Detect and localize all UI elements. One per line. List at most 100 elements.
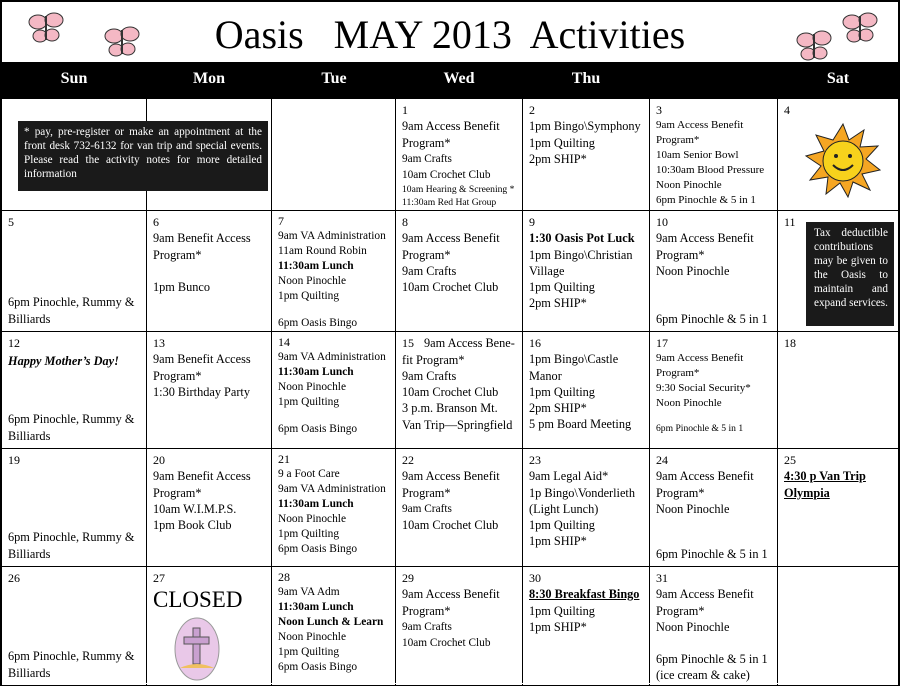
activity: 6pm Oasis Bingo (278, 423, 358, 435)
date-number: 16 (529, 336, 541, 350)
date-number: 30 (529, 571, 541, 585)
activity: 11:30am Lunch (278, 260, 354, 272)
activity: 9am VA Adm (278, 586, 340, 598)
date-number: 21 (278, 452, 290, 466)
day-cell: 16 1pm Bingo\Castle Manor 1pm Quilting 2pm … (523, 332, 649, 448)
day-cell: 12 Happy Mother’s Day! 6pm Pinochle, Rummy… (2, 332, 146, 448)
date-number: 23 (529, 453, 541, 467)
activity: 10am Senior Bowl (656, 149, 739, 162)
activity: 9am Access Benefit Program* (656, 352, 744, 380)
day-cell: 24 9am Access Benefit Program* Noon Pinoch… (650, 449, 777, 566)
activity: 10:30am Blood Pressure (656, 164, 765, 177)
activity: 2pm SHIP* (529, 151, 587, 166)
activity: 9 a Foot Care (278, 468, 340, 480)
date-number: 24 (656, 453, 668, 467)
activity: 6pm Pinochle & 5 in 1 (656, 311, 768, 326)
activity: 9am Access Benefit Program* (402, 587, 500, 618)
activity: 10am Crochet Club (402, 280, 499, 295)
date-number: 12 (8, 336, 20, 350)
activity: 6pm Oasis Bingo (278, 543, 358, 555)
day-cell: 3 9am Access Benefit Program* 10am Senior … (650, 99, 777, 210)
activity: Noon Lunch & Learn (278, 616, 384, 628)
date-number: 11 (784, 215, 796, 229)
cross-icon (174, 617, 220, 681)
day-cell: 10 9am Access Benefit Program* Noon Pinoch… (650, 211, 777, 331)
day-cell: 14 9am VA Administration 11:30am Lunch Noon… (272, 332, 395, 448)
activity: 10am W.I.M.P.S. (153, 501, 237, 516)
activity: 6pm Pinochle & 5 in 1 (ice cream & cake) (656, 652, 768, 683)
activity: fit Program* (402, 352, 465, 367)
weekday-bar (2, 62, 898, 97)
activity: 6pm Pinochle, Rummy & Billiards (8, 530, 135, 561)
activity: 6pm Pinochle, Rummy & Billiards (8, 649, 135, 680)
activity: 10am Hearing & Screening * (402, 184, 515, 196)
activity: 9am Benefit Access Program* (153, 231, 251, 262)
date-number: 13 (153, 336, 165, 350)
activity: 11am Round Robin (278, 245, 367, 257)
date-number: 6 (153, 215, 159, 229)
activity: 1pm Quilting (529, 603, 595, 618)
calendar-grid: 1 9am Access Benefit Program* 9am Crafts 10… (2, 97, 898, 685)
day-cell: 31 9am Access Benefit Program* Noon Pinoch… (650, 567, 777, 685)
day-cell: 25 4:30 p Van Trip Olympia (778, 449, 898, 566)
activity: 1pm SHIP* (529, 534, 587, 549)
activity: 2pm SHIP* (529, 401, 587, 416)
date-number: 14 (278, 335, 290, 349)
date-number: 29 (402, 571, 414, 585)
day-cell: 15 9am Access Bene-fit Program* 9am Crafts… (396, 332, 522, 448)
date-number: 28 (278, 570, 290, 584)
activity: Noon Pinochle (278, 381, 347, 393)
activity: 11:30am Lunch (278, 601, 354, 613)
activity: 9am Access Benefit Program* (656, 587, 754, 618)
day-cell: 19 6pm Pinochle, Rummy & Billiards (2, 449, 146, 566)
day-cell (272, 99, 395, 210)
activity: 5 pm Board Meeting (529, 417, 632, 432)
activity: 10am Crochet Club (402, 169, 491, 182)
activity: 11:30am Lunch (278, 366, 354, 378)
tax-note: Tax deductible contributions may be give… (806, 222, 894, 326)
activity: 6pm Oasis Bingo (278, 317, 358, 329)
day-cell: 21 9 a Foot Care 9am VA Administration 11:3… (272, 449, 395, 566)
activity: 9am Benefit Access Program* (153, 352, 251, 383)
activity: 1pm Quilting (529, 280, 595, 295)
butterflies (28, 12, 140, 57)
activity: 4:30 p Van Trip Olympia (784, 469, 866, 500)
day-cell: 20 9am Benefit Access Program* 10am W.I.M.… (147, 449, 271, 566)
front-desk-note: * pay, pre-register or make an appointme… (18, 121, 268, 191)
activity: 1:30 Birthday Party (153, 384, 251, 399)
date-number: 31 (656, 571, 668, 585)
weekday: Sat (826, 70, 850, 87)
activity: 9am VA Administration (278, 230, 386, 242)
weekday: Tue (321, 70, 347, 87)
date-number: 27 (153, 571, 165, 585)
date-number: 2 (529, 103, 535, 117)
activity: CLOSED (153, 587, 243, 613)
activity: 1:30 Oasis Pot Luck (529, 231, 635, 246)
activity: 6pm Oasis Bingo (278, 661, 358, 673)
activity: 9am Crafts (402, 152, 452, 165)
activity: 2pm SHIP* (529, 296, 587, 311)
activity: 9am Crafts (402, 620, 452, 633)
activity: 9am Access Benefit Program* (656, 119, 744, 147)
activity: Noon Pinochle (656, 263, 730, 278)
activity: 9am VA Administration (278, 351, 386, 363)
activity: Noon Pinochle (656, 619, 730, 634)
activity: 9am Benefit Access Program* (153, 469, 251, 500)
date-number: 19 (8, 453, 20, 467)
date-number: 20 (153, 453, 165, 467)
activity: 1pm Quilting (529, 384, 595, 399)
activity: 9am Access Benefit Program* (402, 469, 500, 500)
activity: 6pm Pinochle, Rummy & Billiards (8, 295, 135, 326)
day-cell: 2 1pm Bingo\Symphony 1pm Quilting 2pm SHIP* (523, 99, 649, 210)
activity: 1pm Quilting (278, 528, 340, 540)
activity: 8:30 Breakfast Bingo (529, 587, 640, 602)
activity: 1pm SHIP* (529, 619, 587, 634)
date-number: 9 (529, 215, 535, 229)
weekday: Mon (193, 70, 225, 87)
activity: 1p Bingo\Vonderlieth (Light Lunch) (529, 485, 636, 516)
weekday: Sun (60, 70, 88, 87)
activity: Noon Pinochle (656, 179, 722, 192)
day-cell: 18 (778, 332, 898, 448)
date-number: 25 (784, 453, 796, 467)
